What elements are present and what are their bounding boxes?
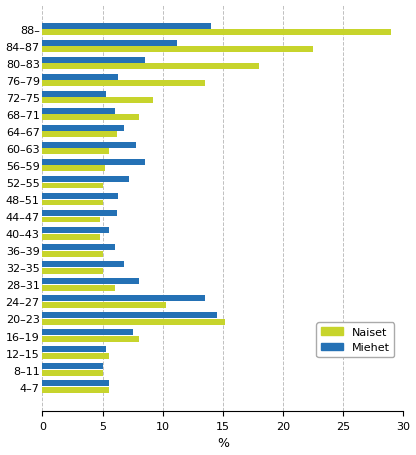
Bar [42, 234, 100, 240]
Bar [42, 30, 391, 36]
Bar [42, 58, 145, 64]
Bar [42, 268, 103, 274]
Bar [42, 336, 139, 342]
Bar [42, 347, 106, 353]
Bar [42, 81, 205, 87]
Bar [42, 92, 106, 98]
Bar [42, 211, 117, 217]
Bar [42, 115, 139, 121]
Bar [42, 132, 117, 138]
Bar [42, 380, 109, 387]
Bar [42, 285, 115, 291]
Bar [42, 75, 118, 81]
Bar [42, 149, 109, 155]
Legend: Naiset, Miehet: Naiset, Miehet [316, 323, 394, 357]
Bar [42, 296, 205, 302]
Bar [42, 109, 115, 115]
Bar [42, 217, 100, 223]
Bar [42, 279, 139, 285]
Bar [42, 370, 103, 376]
X-axis label: %: % [217, 436, 229, 450]
Bar [42, 302, 166, 308]
Bar [42, 160, 145, 166]
Bar [42, 64, 259, 70]
Bar [42, 143, 136, 149]
Bar [42, 98, 153, 104]
Bar [42, 126, 124, 132]
Bar [42, 251, 103, 257]
Bar [42, 200, 103, 206]
Bar [42, 228, 109, 234]
Bar [42, 364, 103, 369]
Bar [42, 183, 103, 189]
Bar [42, 353, 109, 359]
Bar [42, 177, 129, 183]
Bar [42, 41, 177, 47]
Bar [42, 330, 133, 336]
Bar [42, 166, 105, 172]
Bar [42, 262, 124, 268]
Bar [42, 387, 109, 393]
Bar [42, 194, 118, 200]
Bar [42, 319, 225, 325]
Bar [42, 47, 313, 53]
Bar [42, 24, 211, 30]
Bar [42, 313, 217, 318]
Bar [42, 245, 115, 251]
